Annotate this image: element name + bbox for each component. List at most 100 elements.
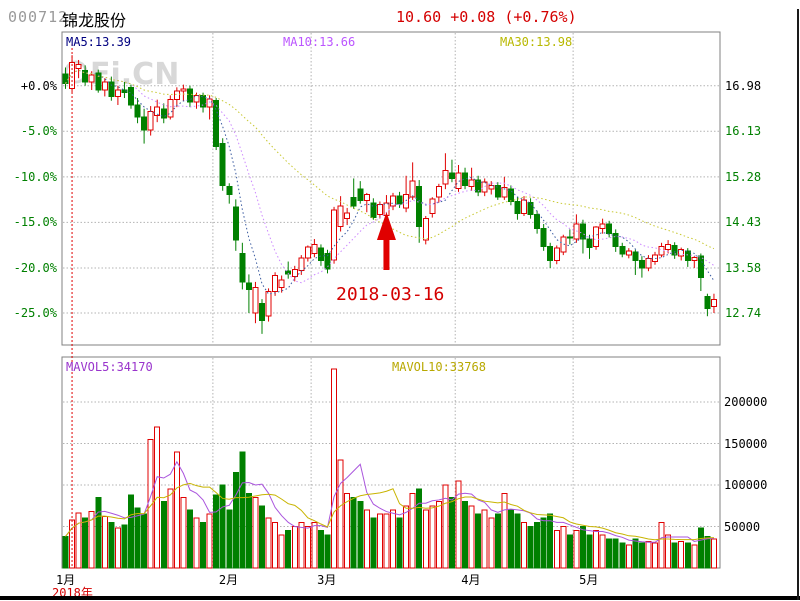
volume-bar	[390, 509, 396, 569]
candle-body	[331, 209, 338, 261]
volume-bar	[619, 542, 626, 569]
vol-axis-0: 200000	[724, 395, 768, 409]
volume-bar	[114, 527, 121, 569]
last-price: 10.60	[396, 8, 442, 26]
candle-body	[599, 223, 606, 229]
candle-body	[448, 172, 455, 179]
candle-body	[232, 206, 239, 241]
candle-body	[252, 286, 259, 314]
window-frame-bottom	[0, 596, 800, 600]
candle-body	[344, 212, 351, 220]
candle-body	[376, 204, 383, 215]
volume-bar	[173, 451, 180, 569]
mavol10-line	[65, 482, 714, 541]
volume-bar	[566, 534, 573, 569]
ma10-label: MA10:13.66	[283, 35, 356, 49]
volume-bar	[324, 534, 331, 569]
candle-body	[206, 98, 213, 108]
volume-bar	[317, 530, 324, 569]
month-label-may: 5月	[579, 573, 599, 587]
candle-body	[278, 279, 285, 288]
volume-bar	[259, 505, 265, 569]
volume-bar	[697, 527, 704, 569]
volume-bar	[167, 488, 174, 569]
candle-body	[462, 172, 469, 186]
candle-body	[291, 269, 298, 278]
mavol10-label: MAVOL10:33768	[392, 360, 486, 374]
candle-body	[409, 180, 416, 198]
price-change: +0.08	[450, 8, 496, 26]
price-axis-4: 13.58	[725, 261, 762, 275]
candle-body	[553, 247, 560, 261]
volume-bar	[586, 534, 593, 569]
candle-body	[501, 187, 508, 198]
candle-body	[422, 218, 429, 241]
volume-bar	[160, 501, 167, 569]
volume-bar	[429, 505, 436, 569]
volume-bar	[357, 501, 364, 569]
up-arrow-icon	[376, 212, 396, 270]
vol-axis-2: 100000	[724, 478, 768, 492]
ma30-label: MA30:13.98	[500, 35, 573, 49]
volume-bar	[108, 521, 115, 569]
stock-code: 000712	[8, 8, 69, 26]
ma5-line	[65, 69, 715, 295]
candle-body	[547, 246, 554, 261]
candle-body	[566, 236, 573, 239]
candle-body	[154, 106, 161, 117]
candle-body	[658, 246, 665, 256]
volume-bar	[534, 521, 541, 569]
volume-bar	[128, 494, 134, 569]
volume-bar	[350, 496, 357, 569]
volume-bar	[141, 513, 148, 569]
volume-bar	[416, 488, 423, 569]
volume-bar	[206, 513, 213, 569]
volume-bar	[285, 530, 292, 569]
candle-body	[684, 250, 691, 261]
volume-bar	[101, 516, 108, 569]
volume-bar	[82, 517, 89, 569]
pct-axis-3: -15.0%	[13, 215, 57, 229]
vol-axis-3: 50000	[724, 520, 761, 534]
candle-body	[62, 73, 69, 85]
main-panel-border	[61, 31, 721, 346]
candle-body	[226, 185, 233, 196]
candle-body	[304, 246, 311, 259]
volume-bar	[265, 517, 272, 569]
ma5-label: MA5:13.39	[66, 35, 132, 49]
volume-bar	[593, 530, 600, 569]
candle-body	[652, 254, 658, 263]
candle-body	[638, 259, 645, 269]
candle-body	[573, 223, 580, 240]
price-change-pct: (+0.76%)	[504, 8, 577, 26]
volume-bar	[344, 492, 351, 569]
pct-axis-0: +0.0%	[20, 79, 57, 93]
volume-bar	[383, 513, 390, 569]
volume-bar	[625, 544, 632, 569]
volume-bar	[494, 513, 501, 569]
volume-bar	[403, 505, 410, 569]
volume-bar	[573, 530, 580, 569]
stock-name: 锦龙股份	[62, 11, 127, 30]
candle-body	[186, 88, 193, 103]
candle-body	[317, 247, 324, 261]
volume-bar	[665, 534, 672, 569]
volume-bar	[331, 368, 338, 569]
candle-body	[134, 104, 141, 118]
candle-body	[593, 226, 600, 248]
pct-axis-5: -25.0%	[13, 306, 57, 320]
volume-bar	[481, 509, 488, 569]
pct-axis-2: -10.0%	[13, 170, 57, 184]
candle-body	[298, 257, 305, 272]
candle-body	[403, 194, 410, 209]
pct-axis-4: -20.0%	[13, 261, 57, 275]
candle-body	[507, 188, 514, 202]
volume-bar	[370, 517, 377, 569]
candle-body	[645, 257, 652, 269]
candle-body	[710, 299, 717, 308]
candle-body	[272, 274, 279, 293]
volume-bar	[527, 526, 534, 569]
candle-body	[167, 99, 174, 118]
candle-body	[665, 243, 672, 251]
